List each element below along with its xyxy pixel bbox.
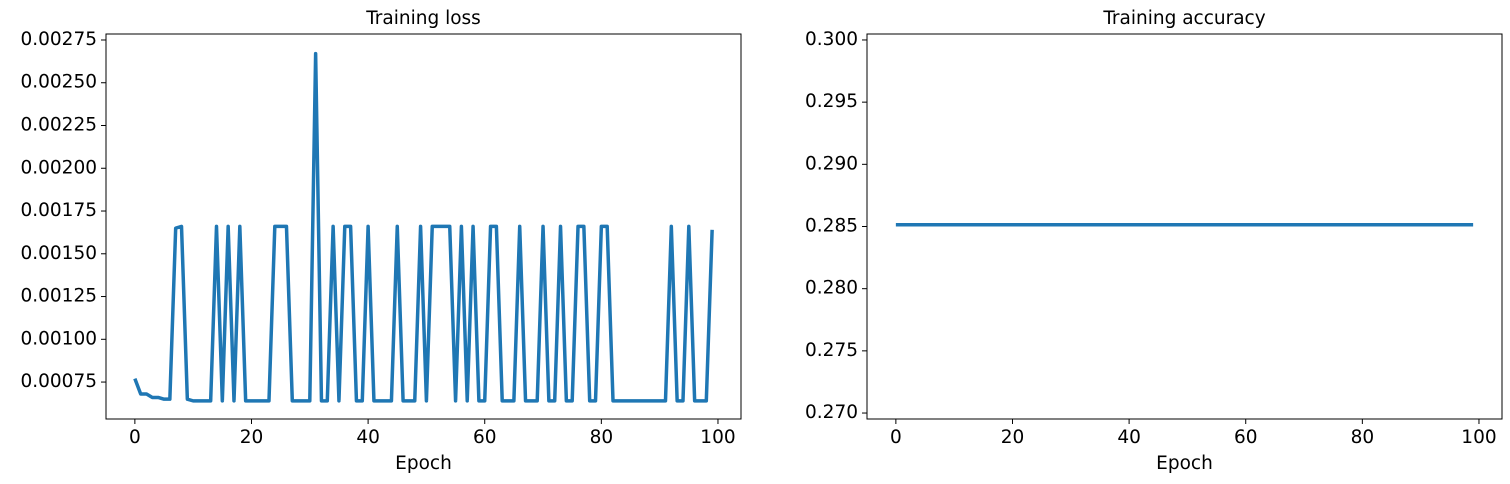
- y-tick-label: 0.00150: [20, 243, 97, 264]
- x-tick-label: 100: [700, 427, 735, 448]
- y-tick-label: 0.285: [805, 216, 858, 237]
- y-tick-label: 0.295: [805, 91, 858, 112]
- plot-frame: [866, 33, 1503, 420]
- y-tick-label: 0.00100: [20, 328, 97, 349]
- y-tick-label: 0.00125: [20, 286, 97, 307]
- x-tick-label: 0: [129, 427, 141, 448]
- y-tick-label: 0.00275: [20, 29, 97, 50]
- plot-frame: [105, 33, 742, 420]
- x-tick-label: 0: [890, 427, 902, 448]
- x-tick-label: 60: [1234, 427, 1258, 448]
- x-tick-label: 40: [356, 427, 380, 448]
- y-tick-label: 0.00250: [20, 72, 97, 93]
- x-tick-label: 20: [240, 427, 264, 448]
- x-axis-label: Epoch: [1156, 453, 1213, 474]
- y-tick-label: 0.00200: [20, 157, 97, 178]
- y-tick-label: 0.275: [805, 340, 858, 361]
- x-tick-label: 80: [1351, 427, 1375, 448]
- y-tick-label: 0.00225: [20, 115, 97, 136]
- chart-title: Training loss: [365, 8, 481, 29]
- y-tick-label: 0.300: [805, 29, 858, 50]
- x-axis-label: Epoch: [395, 453, 452, 474]
- data-line: [133, 51, 714, 403]
- y-tick-label: 0.270: [805, 402, 858, 423]
- x-tick-label: 40: [1117, 427, 1141, 448]
- chart-title: Training accuracy: [1102, 8, 1265, 29]
- x-tick-label: 60: [473, 427, 497, 448]
- y-tick-label: 0.290: [805, 153, 858, 174]
- y-tick-label: 0.280: [805, 278, 858, 299]
- y-tick-label: 0.00075: [20, 371, 97, 392]
- x-tick-label: 20: [1001, 427, 1025, 448]
- x-tick-label: 80: [590, 427, 614, 448]
- x-tick-label: 100: [1461, 427, 1496, 448]
- y-tick-label: 0.00175: [20, 200, 97, 221]
